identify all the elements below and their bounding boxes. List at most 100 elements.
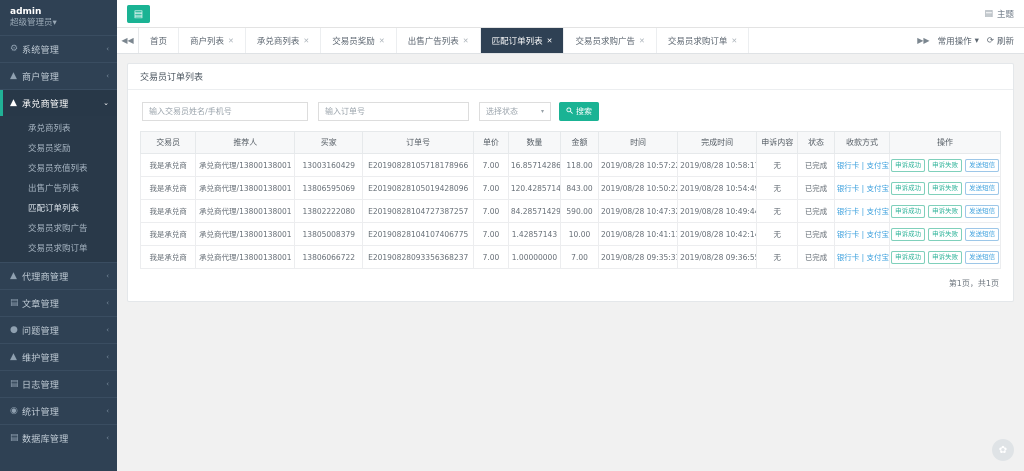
sidebar-item-4[interactable]: ▤ 文章管理 ‹: [0, 289, 117, 316]
cell-payment[interactable]: 银行卡 | 支付宝: [833, 199, 891, 223]
theme-label[interactable]: 主题: [996, 10, 1014, 20]
cell-buyer: 13805008379: [294, 222, 364, 246]
sidebar-item-2[interactable]: ▲ 承兑商管理 ⌄: [0, 89, 117, 116]
tab-6[interactable]: 交易员求购广告 ✕: [564, 28, 657, 53]
action-button-1[interactable]: 申诉失败: [928, 158, 963, 172]
sidebar-item-5[interactable]: ● 问题管理 ‹: [0, 316, 117, 343]
cell-finish_time: 2019/08/28 10:54:49: [677, 176, 758, 200]
content-area: 交易员订单列表 输入交易员姓名/手机号 输入订单号 选择状态 ▾ 搜索: [117, 54, 1024, 471]
user-block[interactable]: admin 超级管理员▾: [0, 0, 117, 35]
sidebar-subitem-5[interactable]: 交易员求购广告: [28, 224, 88, 234]
tabs-scroll-left-icon[interactable]: ◀◀: [117, 28, 139, 53]
column-header-0: 交易员: [139, 131, 197, 154]
sidebar-item-8[interactable]: ◉ 统计管理 ‹: [0, 397, 117, 424]
sidebar-item-9[interactable]: ▤ 数据库管理 ‹: [0, 424, 117, 451]
cell-status: 已完成: [797, 199, 835, 223]
sidebar-item-6[interactable]: ▲ 维护管理 ‹: [0, 343, 117, 370]
refresh-icon: ⟳: [986, 35, 994, 46]
close-icon[interactable]: ✕: [731, 36, 738, 45]
sidebar-subitem-6[interactable]: 交易员求购订单: [28, 244, 88, 254]
action-button-2[interactable]: 发送短信: [965, 227, 1000, 241]
sidebar-subitem-4[interactable]: 匹配订单列表: [28, 204, 80, 214]
column-header-12: 操作: [889, 131, 1001, 154]
payment-link[interactable]: 银行卡 | 支付宝: [836, 160, 890, 170]
tab-0[interactable]: 首页: [139, 28, 180, 53]
payment-link[interactable]: 银行卡 | 支付宝: [836, 206, 890, 216]
action-button-2[interactable]: 发送短信: [965, 204, 1000, 218]
cell-payment[interactable]: 银行卡 | 支付宝: [833, 222, 891, 246]
sidebar-subitem-3[interactable]: 出售广告列表: [28, 184, 80, 194]
status-select[interactable]: 选择状态 ▾: [479, 102, 551, 121]
sidebar-subitem-0[interactable]: 承兑商列表: [28, 124, 71, 134]
tab-5[interactable]: 匹配订单列表 ✕: [480, 28, 565, 53]
close-icon[interactable]: ✕: [546, 36, 553, 45]
action-button-1[interactable]: 申诉失败: [928, 227, 963, 241]
cell-ops: 申诉成功 申诉失败 发送短信: [889, 222, 1001, 246]
comment-icon: ●: [10, 325, 18, 335]
gear-icon: ⚙: [10, 44, 19, 54]
sidebar-subitem-1[interactable]: 交易员奖励: [28, 144, 71, 154]
column-header-9: 申诉内容: [756, 131, 799, 154]
sidebar-item-0[interactable]: ⚙ 系统管理 ‹: [0, 35, 117, 62]
action-button-1[interactable]: 申诉失败: [928, 204, 963, 218]
sidebar-item-7[interactable]: ▤ 日志管理 ‹: [0, 370, 117, 397]
column-header-3: 订单号: [362, 131, 475, 154]
close-icon[interactable]: ✕: [462, 36, 469, 45]
user-caret-icon: ▾: [52, 18, 57, 28]
close-icon[interactable]: ✕: [638, 36, 645, 45]
tab-4[interactable]: 出售广告列表 ✕: [397, 28, 481, 53]
cell-status: 已完成: [797, 153, 835, 177]
chevron-icon: ‹: [106, 326, 109, 334]
action-button-0[interactable]: 申诉成功: [891, 204, 926, 218]
action-button-0[interactable]: 申诉成功: [891, 181, 926, 195]
payment-link[interactable]: 银行卡 | 支付宝: [836, 229, 890, 239]
action-button-2[interactable]: 发送短信: [965, 158, 1000, 172]
chart-icon: ◉: [10, 406, 18, 416]
sidebar-item-label: 文章管理: [22, 299, 60, 310]
cell-payment[interactable]: 银行卡 | 支付宝: [833, 245, 891, 269]
payment-link[interactable]: 银行卡 | 支付宝: [836, 183, 890, 193]
sidebar-item-label: 问题管理: [22, 326, 60, 337]
action-button-0[interactable]: 申诉成功: [891, 158, 926, 172]
close-icon[interactable]: ✕: [303, 36, 310, 45]
cell-finish_time: 2019/08/28 10:49:44: [677, 199, 758, 223]
close-icon[interactable]: ✕: [378, 36, 385, 45]
trader-search-input[interactable]: 输入交易员姓名/手机号: [142, 102, 308, 121]
hamburger-icon[interactable]: ▤: [127, 5, 150, 23]
sidebar: admin 超级管理员▾ ⚙ 系统管理 ‹ ▲ 商户管理 ‹ ▲ 承兑商管理 ⌄ 承兑商列表交易员…: [0, 0, 117, 471]
tab-label: 匹配订单列表: [491, 36, 543, 47]
header-right: ▤ 主题: [984, 0, 1014, 28]
cell-appeal: 无: [756, 199, 799, 223]
action-button-0[interactable]: 申诉成功: [891, 250, 926, 264]
action-button-1[interactable]: 申诉失败: [928, 250, 963, 264]
tab-7[interactable]: 交易员求购订单 ✕: [657, 28, 750, 53]
user-icon: ▲: [10, 98, 17, 108]
cell-payment[interactable]: 银行卡 | 支付宝: [833, 153, 891, 177]
sidebar-subitem-2[interactable]: 交易员充值列表: [28, 164, 88, 174]
cell-time: 2019/08/28 10:41:11: [598, 222, 679, 246]
refresh-button[interactable]: ⟳ 刷新: [987, 35, 1014, 47]
tab-2[interactable]: 承兑商列表 ✕: [246, 28, 322, 53]
close-icon[interactable]: ✕: [228, 36, 234, 45]
sidebar-item-1[interactable]: ▲ 商户管理 ‹: [0, 62, 117, 89]
row-actions: 申诉成功 申诉失败 发送短信: [891, 204, 1000, 218]
action-button-0[interactable]: 申诉成功: [891, 227, 926, 241]
common-ops-button[interactable]: 常用操作 ▾: [938, 35, 979, 47]
cell-trader: 我是承兑商: [139, 153, 197, 177]
payment-link[interactable]: 银行卡 | 支付宝: [836, 252, 890, 262]
column-header-5: 数量: [507, 131, 562, 154]
action-button-1[interactable]: 申诉失败: [928, 181, 963, 195]
tab-3[interactable]: 交易员奖励 ✕: [321, 28, 397, 53]
tabs-scroll-right-icon[interactable]: ▶▶: [917, 36, 930, 45]
action-button-2[interactable]: 发送短信: [965, 250, 1000, 264]
settings-icon[interactable]: ✿: [992, 439, 1014, 461]
tab-1[interactable]: 商户列表 ✕: [179, 28, 246, 53]
action-button-2[interactable]: 发送短信: [965, 181, 1000, 195]
sidebar-item-3[interactable]: ▲ 代理商管理 ‹: [0, 262, 117, 289]
cell-status: 已完成: [797, 245, 835, 269]
search-button[interactable]: 搜索: [559, 102, 599, 121]
cell-order_no: E20190828093356368237: [362, 245, 475, 269]
theme-icon[interactable]: ▤: [984, 9, 993, 19]
order-no-search-input[interactable]: 输入订单号: [318, 102, 469, 121]
cell-payment[interactable]: 银行卡 | 支付宝: [833, 176, 891, 200]
